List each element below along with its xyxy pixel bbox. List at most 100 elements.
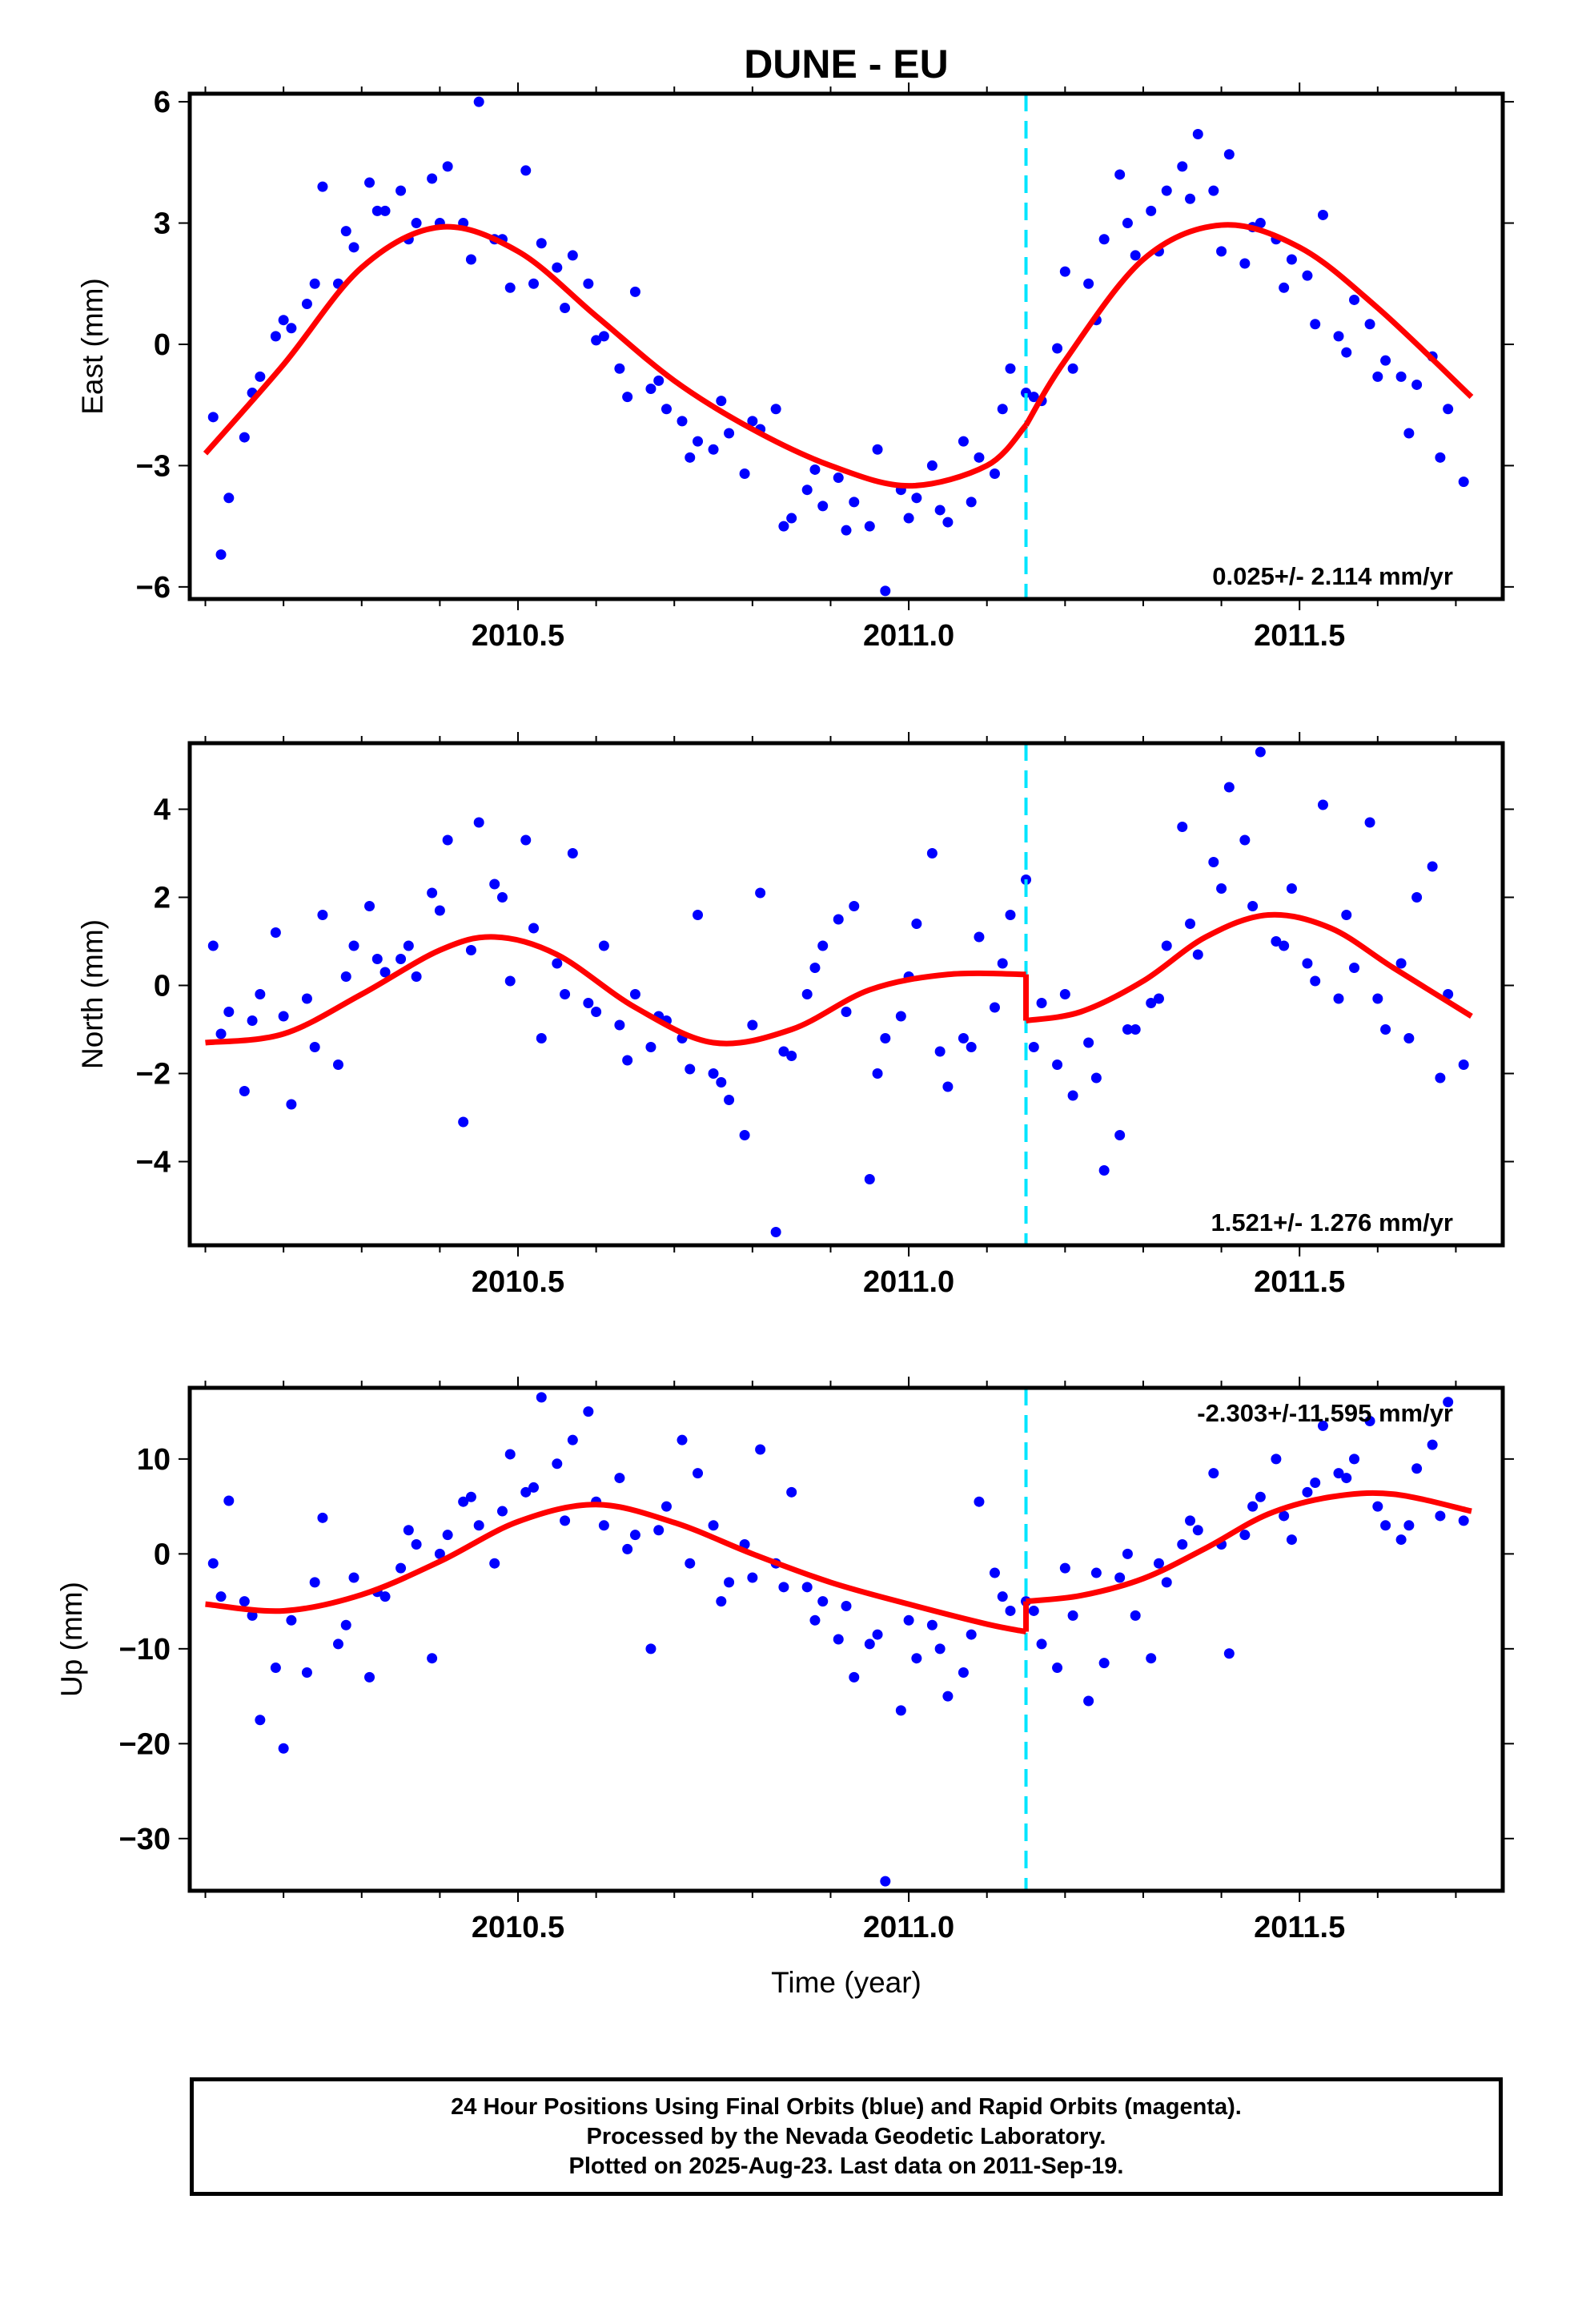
data-point xyxy=(849,1671,860,1683)
data-point xyxy=(880,585,891,597)
data-point xyxy=(817,1596,829,1607)
data-point xyxy=(926,848,938,858)
data-point xyxy=(1443,1397,1454,1408)
data-point xyxy=(1130,1024,1141,1035)
x-tick-label: 2011.5 xyxy=(1254,619,1345,653)
figure-title: DUNE - EU xyxy=(744,42,949,86)
y-tick-label: 4 xyxy=(154,794,171,827)
data-point xyxy=(317,181,328,192)
data-point xyxy=(458,1496,469,1507)
data-point xyxy=(778,1582,789,1593)
data-point xyxy=(371,954,383,964)
data-point xyxy=(1192,949,1203,960)
data-point xyxy=(1005,363,1016,374)
data-point xyxy=(1427,1439,1438,1450)
data-point xyxy=(1380,1024,1391,1035)
data-point xyxy=(1341,1473,1352,1484)
data-point xyxy=(528,278,540,289)
data-point xyxy=(958,436,969,447)
data-point xyxy=(247,1015,258,1026)
data-point xyxy=(286,1614,297,1626)
data-point xyxy=(622,1055,633,1066)
data-point xyxy=(442,161,453,172)
velocity-rate-label: -2.303+/-11.595 mm/yr xyxy=(1197,1399,1453,1427)
data-point xyxy=(1349,294,1360,305)
data-point xyxy=(622,1543,633,1554)
data-point xyxy=(309,278,320,289)
data-point xyxy=(629,989,640,999)
y-tick-label: −2 xyxy=(136,1058,171,1092)
data-point xyxy=(1395,371,1407,382)
data-point xyxy=(301,1667,312,1678)
data-point xyxy=(1286,254,1297,265)
data-point xyxy=(536,1033,547,1043)
data-point xyxy=(536,238,547,249)
data-point xyxy=(489,879,500,890)
data-point xyxy=(207,412,219,423)
data-point xyxy=(1372,1501,1383,1512)
y-tick-label: −20 xyxy=(119,1727,171,1761)
data-point xyxy=(1411,379,1423,390)
data-point xyxy=(489,1558,500,1569)
data-point xyxy=(1279,940,1290,951)
data-point xyxy=(223,493,235,504)
data-point xyxy=(1247,1501,1259,1512)
x-tick-label: 2011.5 xyxy=(1254,1265,1345,1299)
data-point xyxy=(1239,834,1251,846)
data-point xyxy=(1302,270,1313,281)
y-tick-label: −30 xyxy=(119,1823,171,1856)
data-point xyxy=(1083,278,1094,289)
data-point xyxy=(1349,963,1360,973)
data-point xyxy=(1435,1072,1446,1084)
footer-caption-box: 24 Hour Positions Using Final Orbits (bl… xyxy=(190,2077,1503,2196)
data-point xyxy=(504,1449,516,1460)
data-point xyxy=(379,205,391,216)
data-point xyxy=(1333,331,1344,342)
data-point xyxy=(747,1572,758,1583)
data-point xyxy=(309,1042,320,1052)
data-point xyxy=(255,1715,266,1726)
data-point xyxy=(1177,1539,1188,1550)
x-tick-label: 2011.0 xyxy=(863,619,954,653)
data-point xyxy=(591,335,602,346)
data-point xyxy=(317,910,328,920)
data-point xyxy=(989,1567,1000,1578)
data-point xyxy=(223,1495,235,1506)
data-point xyxy=(496,1506,508,1517)
data-point xyxy=(1466,0,1476,6)
velocity-rate-label: 1.521+/- 1.276 mm/yr xyxy=(1211,1208,1453,1236)
data-point xyxy=(278,315,289,326)
data-point xyxy=(1223,782,1235,793)
data-point xyxy=(708,1520,719,1531)
data-point xyxy=(442,1530,453,1541)
data-point xyxy=(677,1434,688,1445)
data-point xyxy=(1098,234,1110,245)
data-point xyxy=(473,817,484,828)
data-point xyxy=(926,1619,938,1630)
data-point xyxy=(685,1558,696,1569)
data-point xyxy=(1435,1510,1446,1522)
data-point xyxy=(903,1614,914,1626)
data-point xyxy=(833,1634,844,1645)
data-point xyxy=(895,1011,906,1022)
data-point xyxy=(1364,817,1375,828)
data-point xyxy=(864,1638,875,1650)
data-point xyxy=(465,254,476,265)
x-tick-label: 2011.5 xyxy=(1254,1911,1345,1944)
data-point xyxy=(809,963,821,973)
data-point xyxy=(371,205,383,216)
data-point xyxy=(645,384,656,395)
x-tick-label: 2011.0 xyxy=(863,1911,954,1944)
data-point xyxy=(396,1562,407,1574)
data-point xyxy=(1395,958,1407,969)
y-tick-label: −10 xyxy=(119,1633,171,1667)
data-point xyxy=(364,177,375,188)
y-tick-label: −4 xyxy=(136,1146,171,1180)
data-point xyxy=(1380,1520,1391,1531)
data-point xyxy=(504,975,516,987)
points-up xyxy=(207,1392,1469,1887)
data-point xyxy=(786,1486,797,1498)
data-point xyxy=(747,416,758,427)
